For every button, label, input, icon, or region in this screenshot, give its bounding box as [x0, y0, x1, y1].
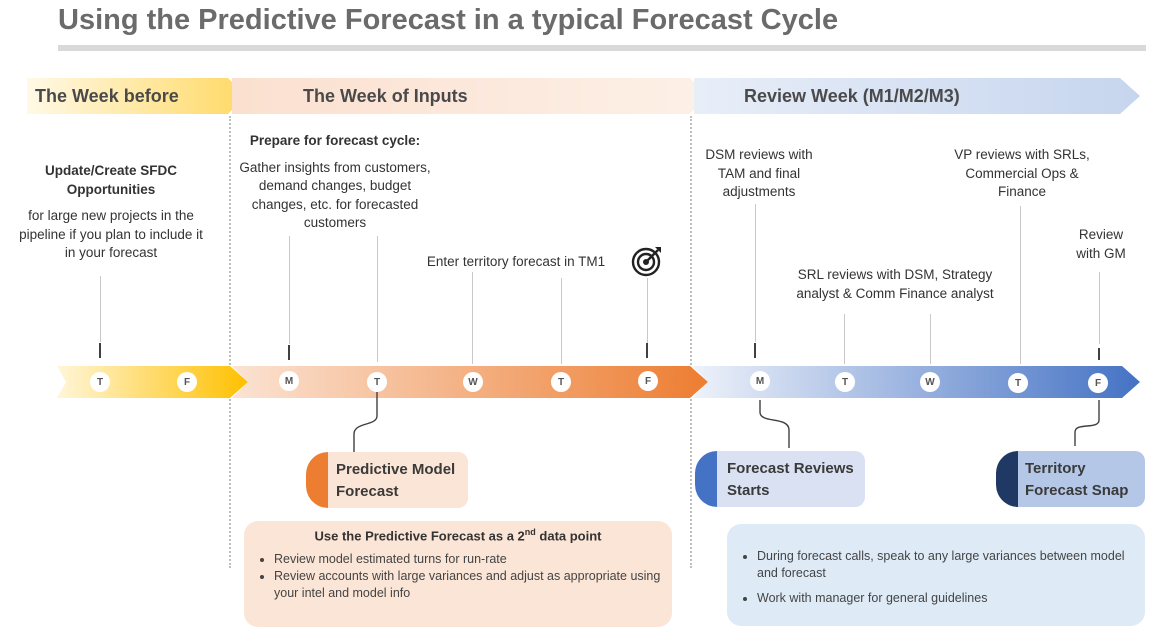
- timeline-week-before: [57, 366, 248, 398]
- connector-squiggle-reviews: [759, 400, 790, 448]
- connector-prepare-t: [377, 236, 378, 362]
- phase-label-week-inputs: The Week of Inputs: [303, 86, 468, 106]
- list-item: Review accounts with large variances and…: [274, 568, 672, 602]
- day-marker: M: [279, 371, 299, 391]
- connector-gm: [1099, 272, 1100, 344]
- note-prepare-body: Gather insights from customers, demand c…: [239, 159, 431, 231]
- note-sfdc: Update/Create SFDC Opportunities for lar…: [14, 162, 208, 263]
- day-marker: F: [177, 372, 197, 392]
- timeline-review-week: [692, 366, 1140, 398]
- separator-week-before: [229, 116, 231, 568]
- panel-title-end: data point: [535, 528, 602, 544]
- day-marker: F: [1088, 373, 1108, 393]
- phase-label-review-week: Review Week (M1/M2/M3): [744, 86, 960, 106]
- day-marker: M: [750, 371, 770, 391]
- panel-review-guidance: During forecast calls, speak to any larg…: [727, 524, 1145, 626]
- panel-review-bullets: During forecast calls, speak to any larg…: [741, 548, 1145, 607]
- note-gm-review: Review with GM: [1076, 227, 1126, 261]
- day-marker: T: [1008, 373, 1028, 393]
- panel-title-sup: nd: [524, 527, 536, 537]
- tick-predictive: [288, 345, 290, 360]
- page-title: Using the Predictive Forecast in a typic…: [58, 4, 839, 36]
- connector-tm1-t: [561, 278, 562, 364]
- day-marker: W: [463, 372, 483, 392]
- day-marker: W: [920, 372, 940, 392]
- phase-arrow-review-week: [694, 78, 1140, 114]
- connector-dsm: [755, 204, 756, 342]
- connector-week-before: [100, 276, 101, 342]
- separator-review-week: [690, 116, 692, 568]
- connector-squiggle-snap: [1074, 400, 1100, 446]
- note-dsm-review: DSM reviews with TAM and final adjustmen…: [705, 147, 813, 199]
- panel-predictive-bullets: Review model estimated turns for run-rat…: [258, 551, 672, 602]
- list-item: Work with manager for general guidelines: [757, 590, 1145, 607]
- milestone-reviews-label: Forecast Reviews Starts: [727, 460, 854, 499]
- note-vp-review: VP reviews with SRLs, Commercial Ops & F…: [954, 147, 1090, 199]
- note-enter-tm1: Enter territory forecast in TM1: [426, 254, 606, 269]
- phase-label-week-before: The Week before: [35, 86, 179, 106]
- tick-tm1: [646, 343, 648, 358]
- day-marker: T: [835, 372, 855, 392]
- milestone-snap-label: Territory Forecast Snap: [1025, 460, 1129, 499]
- panel-title-main: Use the Predictive Forecast as a 2: [314, 528, 525, 544]
- tick-week-before: [99, 343, 101, 358]
- list-item: Review model estimated turns for run-rat…: [274, 551, 672, 568]
- note-srl-review: SRL reviews with DSM, Strategy analyst &…: [796, 267, 994, 301]
- day-marker: T: [90, 372, 110, 392]
- day-marker: T: [367, 372, 387, 392]
- note-prepare: Prepare for forecast cycle: Gather insig…: [238, 132, 432, 233]
- tick-snap: [1098, 348, 1100, 360]
- milestone-reviews: Forecast Reviews Starts: [695, 451, 865, 507]
- phase-arrow-week-inputs: [232, 78, 708, 114]
- milestone-reviews-accent: [695, 451, 717, 507]
- target-icon: [631, 247, 661, 277]
- list-item: During forecast calls, speak to any larg…: [757, 548, 1145, 582]
- connector-tm1-f: [647, 278, 648, 344]
- milestone-snap: Territory Forecast Snap: [996, 451, 1145, 507]
- milestone-predictive: Predictive Model Forecast: [306, 452, 468, 508]
- note-prepare-title: Prepare for forecast cycle:: [249, 133, 421, 148]
- connector-prepare: [289, 236, 290, 344]
- milestone-predictive-label: Predictive Model Forecast: [336, 461, 456, 500]
- title-underline: [58, 45, 1146, 51]
- phase-arrow-week-before: [27, 78, 246, 114]
- connector-vp: [1020, 206, 1021, 364]
- phase-header-arrows: [27, 78, 1140, 114]
- timeline-arrows: [57, 366, 1140, 398]
- connector-tm1-w: [472, 272, 473, 364]
- milestone-predictive-accent: [306, 452, 328, 508]
- panel-predictive-title: Use the Predictive Forecast as a 2nd dat…: [244, 527, 672, 543]
- day-marker: T: [551, 372, 571, 392]
- milestone-snap-accent: [996, 451, 1018, 507]
- connector-srl-w: [930, 314, 931, 364]
- panel-predictive-usage: Use the Predictive Forecast as a 2nd dat…: [244, 521, 672, 627]
- tick-reviews: [754, 343, 756, 358]
- connector-srl-t: [844, 314, 845, 364]
- connector-squiggle-predictive: [353, 392, 378, 452]
- note-sfdc-title: Update/Create SFDC Opportunities: [44, 163, 178, 197]
- note-sfdc-body: for large new projects in the pipeline i…: [19, 208, 203, 260]
- day-marker: F: [638, 371, 658, 391]
